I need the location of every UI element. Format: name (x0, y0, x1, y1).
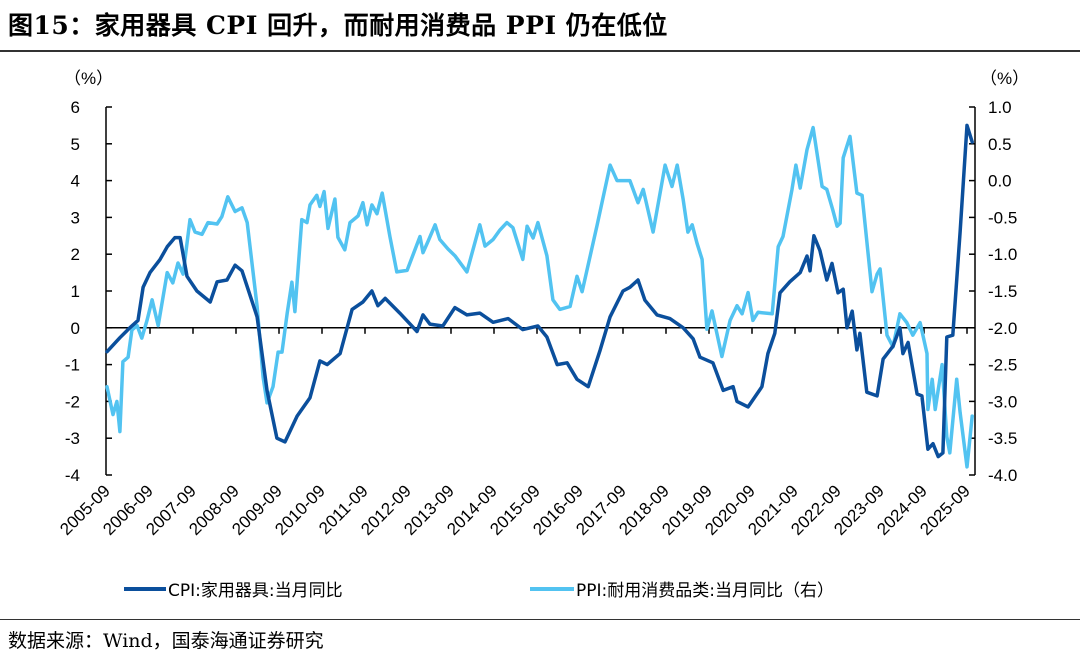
series-line-cpi (105, 123, 974, 459)
right-y-tick-label: -3.0 (988, 392, 1017, 411)
title-divider (0, 50, 1080, 52)
right-y-tick-label: 0.0 (988, 172, 1012, 191)
left-y-tick-label: 0 (71, 319, 80, 338)
legend-label-ppi: PPI:耐用消费品类:当月同比（右） (576, 581, 834, 601)
footer-divider (0, 619, 1080, 620)
left-axis-unit-label: （%） (64, 69, 113, 88)
series-line-ppi (105, 125, 974, 469)
right-y-tick-label: -2.0 (988, 319, 1017, 338)
right-y-tick-label: -0.5 (988, 208, 1017, 227)
left-y-tick-label: -3 (65, 429, 80, 448)
legend-label-cpi: CPI:家用器具:当月同比 (168, 581, 343, 601)
series-layer (105, 123, 974, 469)
left-y-tick-label: -2 (65, 392, 80, 411)
right-y-tick-label: -4.0 (988, 466, 1017, 485)
left-y-tick-label: 4 (71, 172, 80, 191)
right-y-tick-label: -3.5 (988, 429, 1017, 448)
left-y-tick-label: 2 (71, 245, 80, 264)
chart-title: 图15：家用器具 CPI 回升，而耐用消费品 PPI 仍在低位 (8, 11, 668, 40)
legend: CPI:家用器具:当月同比 PPI:耐用消费品类:当月同比（右） (124, 581, 834, 601)
left-y-tick-label: 6 (71, 98, 80, 117)
right-y-tick-label: 1.0 (988, 98, 1012, 117)
right-axis-unit-label: （%） (980, 69, 1029, 88)
right-y-tick-label: -1.5 (988, 282, 1017, 301)
right-y-tick-label: 0.5 (988, 135, 1012, 154)
right-y-tick-label: -2.5 (988, 356, 1017, 375)
left-y-tick-label: 5 (71, 135, 80, 154)
left-y-tick-label: 3 (71, 208, 80, 227)
right-y-tick-label: -1.0 (988, 245, 1017, 264)
left-y-tick-label: -4 (65, 466, 80, 485)
left-y-tick-label: 1 (71, 282, 80, 301)
source-note: 数据来源：Wind，国泰海通证券研究 (8, 630, 324, 652)
left-y-tick-label: -1 (65, 356, 80, 375)
